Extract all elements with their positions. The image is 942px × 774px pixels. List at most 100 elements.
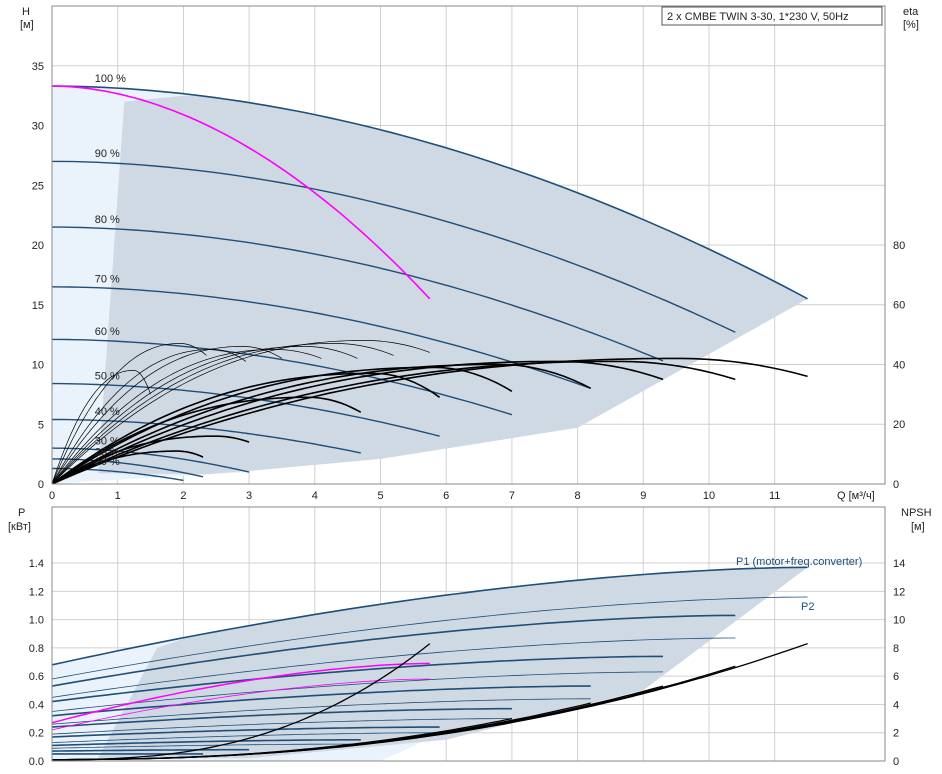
head-tick-label: 10: [32, 360, 44, 372]
p2-power-curve: [52, 637, 736, 698]
flow-tick-label: 0: [49, 490, 55, 502]
flow-tick-label: 1: [115, 490, 121, 502]
speed-curve-label: 70 %: [95, 274, 120, 286]
head-axis-unit: [м]: [20, 19, 34, 31]
p1-power-curve: [52, 748, 250, 752]
npsh-axis-label: NPSH: [901, 507, 932, 519]
flow-tick-label: 5: [377, 490, 383, 502]
power-plot-frame: [51, 506, 886, 762]
p1-power-curve: [52, 566, 808, 666]
power-tick-label: 1.4: [29, 558, 44, 570]
p1-power-curve: [52, 685, 591, 717]
head-curves: [52, 85, 808, 484]
speed-curve: [52, 85, 808, 300]
speed-curve: [52, 160, 736, 333]
head-efficiency-chart: 0 1 2 3 4 5 6 7 8 9 10 11 0 5 10 15 20 25 30 35 0 20 40 60 80 100…: [20, 5, 919, 502]
npsh-tick-label: 6: [893, 671, 899, 683]
p1-power-curve: [52, 655, 663, 703]
speed-curve-label: 90 %: [95, 148, 120, 160]
power-tick-label: 0.6: [29, 671, 44, 683]
p1-curve-label: P1 (motor+freq.converter): [736, 556, 862, 568]
flow-tick-label: 6: [443, 490, 449, 502]
power-tick-label: 0.2: [29, 728, 44, 740]
flow-tick-label: 2: [180, 490, 186, 502]
npsh-tick-label: 2: [893, 728, 899, 740]
flow-tick-label: 10: [703, 490, 715, 502]
twin-efficiency-curve: [52, 360, 664, 484]
twin-efficiency-curve: [52, 357, 808, 484]
single-efficiency-curve: [52, 349, 246, 484]
twin-efficiency-curve: [52, 435, 250, 484]
single-pump-power-curve: [52, 662, 430, 724]
p1-power-curve: [52, 726, 440, 738]
speed-curve-label: 80 %: [95, 214, 120, 226]
power-tick-label: 1.2: [29, 586, 44, 598]
speed-curve-label: 100 %: [95, 73, 126, 85]
speed-curve-label: 40 %: [95, 406, 120, 418]
npsh-tick-label: 12: [893, 586, 905, 598]
power-tick-label: 0.0: [29, 756, 44, 768]
twin-efficiency-curve: [52, 396, 362, 484]
npsh-tick-label: 10: [893, 615, 905, 627]
twin-efficiency-curve: [52, 363, 592, 484]
flow-axis-label: Q [м³/ч]: [837, 490, 875, 502]
speed-curve-label: 10 %: [95, 456, 120, 468]
npsh-curve: [52, 717, 513, 761]
p2-power-curve: [52, 732, 440, 743]
head-tick-label: 35: [32, 61, 44, 73]
power-tick-label: 0.8: [29, 643, 44, 655]
head-axes: 0 1 2 3 4 5 6 7 8 9 10 11 0 5 10 15 20 25 30 35 0 20 40 60 80 100…: [32, 5, 905, 502]
efficiency-tick-label: 80: [893, 240, 905, 252]
power-axis-label: P: [18, 507, 25, 519]
power-axis-unit: [кВт]: [8, 521, 31, 533]
p2-power-curve: [52, 718, 512, 735]
single-pump-power-curve: [52, 678, 430, 731]
head-tick-label: 20: [32, 240, 44, 252]
efficiency-axis-unit: [%]: [903, 19, 919, 31]
flow-tick-label: 8: [575, 490, 581, 502]
speed-curve: [52, 447, 250, 473]
head-tick-label: 15: [32, 300, 44, 312]
single-efficiency-curve: [52, 349, 322, 484]
speed-curve-label: 25 %: [95, 447, 120, 459]
head-tick-label: 30: [32, 121, 44, 133]
head-tick-label: 5: [38, 419, 44, 431]
efficiency-tick-label: 60: [893, 300, 905, 312]
twin-efficiency-curve: [52, 372, 441, 484]
twin-efficiency-curve: [52, 360, 736, 484]
twin-efficiency-curve: [52, 366, 513, 484]
head-plot-frame: [51, 5, 886, 485]
single-efficiency-curve: [52, 346, 283, 484]
chart-title: 2 x CMBE TWIN 3-30, 1*230 V, 50Hz: [667, 11, 849, 23]
power-axes: 0.0 0.2 0.4 0.6 0.8 1.0 1.2 1.4 0 2 4 6 8 10 12 14: [29, 506, 905, 768]
speed-curve: [52, 338, 513, 416]
power-tick-label: 0.4: [29, 699, 44, 711]
single-efficiency-curve: [52, 343, 394, 484]
p1-power-curve: [52, 707, 512, 728]
power-curves: [52, 566, 808, 761]
npsh-tick-label: 14: [893, 558, 905, 570]
speed-curve-label: 50 %: [95, 370, 120, 382]
efficiency-tick-label: 40: [893, 359, 905, 371]
chart-title-box: 2 x CMBE TWIN 3-30, 1*230 V, 50Hz: [661, 6, 883, 26]
power-npsh-chart: 0.0 0.2 0.4 0.6 0.8 1.0 1.2 1.4 0 2 4 6 8 10 12 14 P [к…: [8, 506, 932, 768]
flow-tick-label: 9: [640, 490, 646, 502]
power-operating-area: [98, 567, 808, 759]
p2-power-curve: [52, 671, 664, 712]
flow-tick-label: 4: [312, 490, 318, 502]
npsh-tick-label: 0: [893, 756, 899, 768]
single-efficiency-curve: [52, 343, 207, 484]
p2-power-curve: [52, 743, 361, 749]
single-pump-head-curve: [52, 85, 431, 300]
head-axis-label: H: [22, 6, 30, 18]
flow-tick-label: 7: [509, 490, 515, 502]
npsh-axis-unit: [м]: [911, 521, 925, 533]
speed-curve: [52, 286, 591, 390]
p2-curve-label: P2: [801, 601, 814, 613]
efficiency-axis-label: eta: [903, 6, 919, 18]
operating-range-fill: [52, 86, 808, 484]
p1-power-curve: [52, 739, 361, 747]
speed-curve: [52, 226, 664, 362]
efficiency-tick-label: 20: [893, 419, 905, 431]
